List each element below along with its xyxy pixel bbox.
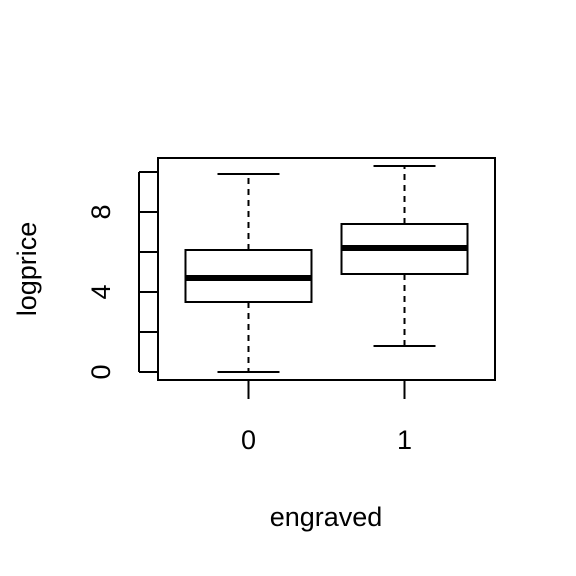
y-tick-label: 4 xyxy=(86,284,116,299)
y-tick-label: 0 xyxy=(86,364,116,379)
x-tick-label: 1 xyxy=(397,425,412,455)
y-axis: 0 4 8 xyxy=(86,171,158,380)
y-axis-title: logprice xyxy=(12,222,42,317)
y-tick-label: 8 xyxy=(86,204,116,219)
x-axis-title: engraved xyxy=(270,502,383,532)
box-group-1 xyxy=(340,165,469,347)
x-tick-label: 0 xyxy=(241,425,256,455)
boxplot-marks xyxy=(184,165,469,373)
box-group-0 xyxy=(184,173,313,373)
